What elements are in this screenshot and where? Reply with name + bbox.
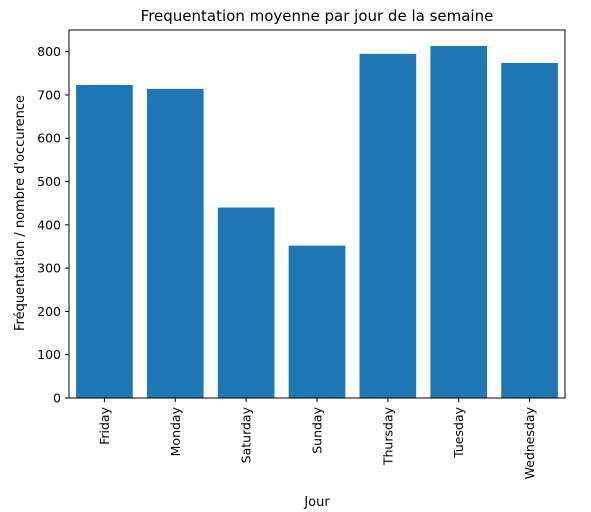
y-tick-label: 100 [37, 347, 61, 362]
y-tick-label: 700 [37, 87, 61, 102]
y-tick-label: 300 [37, 261, 61, 276]
x-tick-label: Monday [168, 406, 183, 456]
y-tick-label: 400 [37, 217, 61, 232]
bar-friday [76, 84, 133, 399]
bar-tuesday [430, 46, 488, 398]
bar-monday [146, 88, 204, 398]
plot-area: 0 100 200 300 400 500 600 700 800 Friday Monday Sat… [37, 29, 566, 479]
y-tick-label: 200 [37, 304, 61, 319]
bar-thursday [359, 53, 417, 398]
x-tick-label: Sunday [310, 406, 325, 453]
plot-frame [68, 29, 566, 399]
x-tick-label: Saturday [239, 406, 254, 463]
y-axis-label: Fréquentation / nombre d'occurence [13, 95, 28, 331]
x-tick-label: Tuesday [451, 406, 466, 458]
y-tick-label: 500 [37, 174, 61, 189]
bar-wednesday [501, 62, 558, 398]
bar-saturday [217, 207, 275, 398]
x-tick-label: Thursday [380, 406, 395, 466]
chart-title: Frequentation moyenne par jour de la sem… [141, 7, 494, 25]
y-tick-label: 0 [53, 391, 61, 406]
y-tick-label: 600 [37, 131, 61, 146]
y-tick-label: 800 [37, 44, 61, 59]
x-tick-label: Friday [97, 406, 112, 444]
x-tick-label: Wednesday [522, 406, 537, 479]
x-axis-label: Jour [303, 495, 330, 510]
bar-sunday [288, 245, 346, 398]
